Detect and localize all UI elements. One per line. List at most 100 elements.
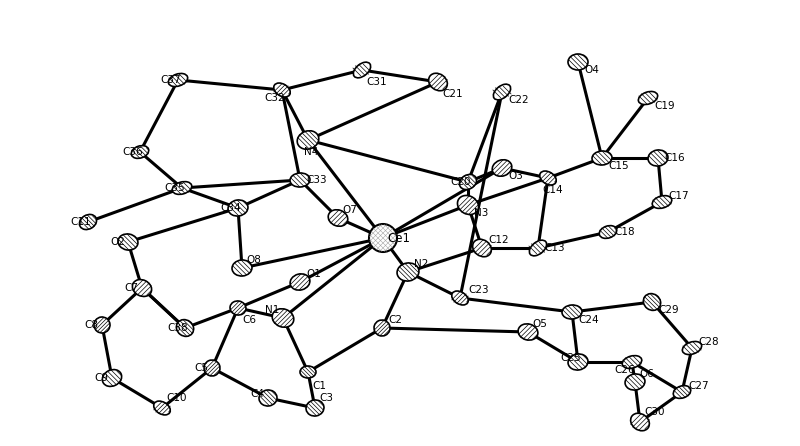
- Text: C29: C29: [658, 305, 678, 315]
- Ellipse shape: [630, 413, 650, 431]
- Text: C25: C25: [560, 353, 581, 363]
- Ellipse shape: [132, 280, 152, 297]
- Text: C17: C17: [668, 191, 689, 201]
- Ellipse shape: [228, 200, 248, 216]
- Text: C6: C6: [242, 315, 256, 325]
- Text: O3: O3: [508, 171, 523, 181]
- Text: C8: C8: [84, 320, 98, 330]
- Text: C2: C2: [388, 315, 402, 325]
- Ellipse shape: [272, 309, 294, 327]
- Ellipse shape: [652, 196, 672, 208]
- Text: C12: C12: [488, 235, 509, 245]
- Text: C11: C11: [70, 217, 90, 227]
- Ellipse shape: [473, 239, 491, 257]
- Text: C27: C27: [688, 381, 709, 391]
- Ellipse shape: [622, 355, 642, 368]
- Text: O1: O1: [306, 269, 321, 279]
- Text: C18: C18: [614, 227, 634, 237]
- Text: C5: C5: [194, 363, 208, 373]
- Text: C16: C16: [664, 153, 685, 163]
- Text: C20: C20: [450, 177, 470, 187]
- Text: C38: C38: [167, 323, 188, 333]
- Ellipse shape: [625, 374, 645, 390]
- Ellipse shape: [458, 195, 478, 215]
- Text: N4: N4: [304, 147, 318, 157]
- Ellipse shape: [518, 324, 538, 340]
- Text: C7: C7: [124, 283, 138, 293]
- Ellipse shape: [102, 370, 122, 386]
- Text: C4: C4: [250, 389, 264, 399]
- Ellipse shape: [300, 366, 316, 378]
- Ellipse shape: [540, 171, 556, 185]
- Text: C28: C28: [698, 337, 718, 347]
- Text: O7: O7: [342, 205, 357, 215]
- Text: N2: N2: [414, 259, 428, 269]
- Ellipse shape: [94, 317, 110, 333]
- Ellipse shape: [328, 210, 348, 226]
- Text: O4: O4: [584, 65, 599, 75]
- Ellipse shape: [374, 320, 390, 336]
- Ellipse shape: [494, 84, 510, 100]
- Text: C24: C24: [578, 315, 598, 325]
- Text: C10: C10: [166, 393, 186, 403]
- Text: C1: C1: [312, 381, 326, 391]
- Text: C19: C19: [654, 101, 674, 111]
- Ellipse shape: [176, 320, 194, 336]
- Ellipse shape: [492, 160, 512, 176]
- Ellipse shape: [232, 260, 252, 276]
- Ellipse shape: [154, 401, 170, 415]
- Ellipse shape: [562, 305, 582, 319]
- Text: C26: C26: [614, 365, 634, 375]
- Text: O2: O2: [110, 237, 125, 247]
- Text: C37: C37: [160, 75, 181, 85]
- Ellipse shape: [397, 263, 419, 281]
- Ellipse shape: [530, 240, 546, 256]
- Ellipse shape: [172, 182, 192, 194]
- Ellipse shape: [638, 91, 658, 104]
- Ellipse shape: [599, 226, 617, 238]
- Text: C35: C35: [164, 183, 185, 193]
- Text: C21: C21: [442, 89, 462, 99]
- Ellipse shape: [79, 215, 97, 230]
- Text: C13: C13: [544, 243, 565, 253]
- Ellipse shape: [290, 274, 310, 290]
- Text: C33: C33: [306, 175, 326, 185]
- Ellipse shape: [168, 74, 188, 87]
- Text: Ce1: Ce1: [387, 231, 410, 244]
- Text: O8: O8: [246, 255, 261, 265]
- Ellipse shape: [452, 291, 468, 305]
- Text: C32: C32: [264, 93, 285, 103]
- Text: C34: C34: [220, 203, 241, 213]
- Text: C3: C3: [319, 393, 333, 403]
- Ellipse shape: [682, 342, 702, 355]
- Text: O6: O6: [639, 369, 654, 379]
- Ellipse shape: [674, 386, 690, 398]
- Text: C15: C15: [608, 161, 629, 171]
- Text: N1: N1: [265, 305, 279, 315]
- Ellipse shape: [648, 150, 668, 166]
- Ellipse shape: [369, 224, 397, 252]
- Text: C31: C31: [366, 77, 386, 87]
- Text: C36: C36: [122, 147, 142, 157]
- Text: C23: C23: [468, 285, 489, 295]
- Ellipse shape: [354, 62, 370, 78]
- Ellipse shape: [643, 293, 661, 310]
- Ellipse shape: [306, 400, 324, 416]
- Ellipse shape: [568, 54, 588, 70]
- Ellipse shape: [274, 83, 290, 97]
- Text: O5: O5: [532, 319, 547, 329]
- Ellipse shape: [592, 151, 612, 165]
- Ellipse shape: [204, 360, 220, 376]
- Ellipse shape: [459, 174, 477, 190]
- Ellipse shape: [131, 145, 149, 158]
- Text: C22: C22: [508, 95, 529, 105]
- Text: C9: C9: [94, 373, 108, 383]
- Text: N3: N3: [474, 208, 488, 218]
- Text: C14: C14: [542, 185, 562, 195]
- Ellipse shape: [568, 354, 588, 370]
- Ellipse shape: [118, 234, 138, 250]
- Ellipse shape: [230, 301, 246, 315]
- Ellipse shape: [429, 73, 447, 91]
- Text: C30: C30: [644, 407, 665, 417]
- Ellipse shape: [298, 131, 318, 149]
